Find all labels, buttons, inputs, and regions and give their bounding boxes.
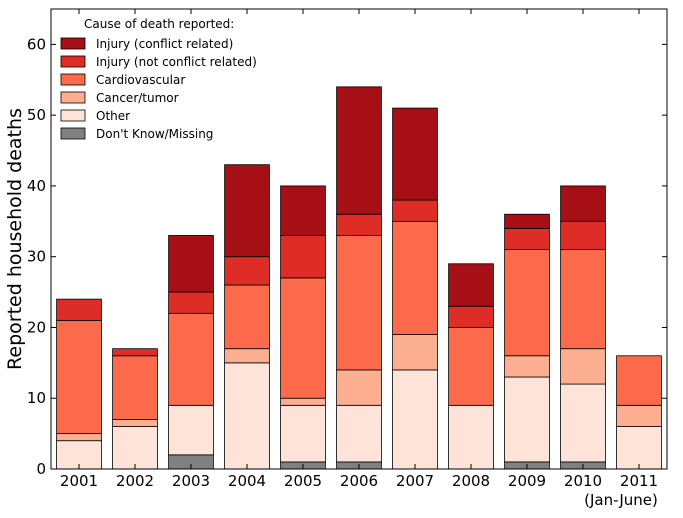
legend-swatch bbox=[60, 109, 86, 122]
bar-segment-2002-series-2 bbox=[112, 419, 158, 427]
legend-label: Injury (not conflict related) bbox=[96, 55, 257, 69]
bar-segment-2005-series-4 bbox=[280, 235, 326, 279]
y-tick-label: 60 bbox=[27, 35, 46, 53]
y-tick-label: 20 bbox=[27, 318, 46, 336]
y-tick-label: 50 bbox=[27, 106, 46, 124]
bar-segment-2003-series-5 bbox=[168, 235, 214, 293]
legend: Cause of death reported: Injury (conflict… bbox=[60, 17, 257, 141]
bar-segment-2004-series-3 bbox=[224, 284, 270, 350]
legend-label: Other bbox=[96, 109, 130, 123]
bar-segment-2001-series-4 bbox=[56, 298, 102, 321]
bar-segment-2006-series-1 bbox=[336, 404, 382, 463]
bar-segment-2003-series-4 bbox=[168, 291, 214, 314]
x-tick-label: 2011 bbox=[620, 472, 658, 490]
bar-segment-2008-series-5 bbox=[448, 263, 494, 307]
x-tick-label: 2002 bbox=[116, 472, 154, 490]
y-tick-label: 10 bbox=[27, 389, 46, 407]
y-tick-label: 40 bbox=[27, 177, 46, 195]
legend-swatch bbox=[60, 73, 86, 86]
ticks-group: 0 10 20 30 40 50 60 2001 2002 2003 2004 2005 2006 200… bbox=[27, 9, 667, 509]
x-tick-label: 2005 bbox=[284, 472, 322, 490]
bar-segment-2003-series-3 bbox=[168, 312, 214, 406]
legend-label: Cardiovascular bbox=[96, 73, 185, 87]
bar-segment-2010-series-5 bbox=[560, 185, 606, 222]
bar-segment-2006-series-5 bbox=[336, 86, 382, 215]
bar-segment-2007-series-5 bbox=[392, 107, 438, 201]
bar-segment-2010-series-1 bbox=[560, 383, 606, 463]
bars-group bbox=[56, 86, 662, 470]
bar-segment-2009-series-5 bbox=[504, 213, 550, 229]
bar-segment-2011-series-2 bbox=[616, 404, 662, 427]
y-tick-label: 30 bbox=[27, 248, 46, 266]
bar-segment-2007-series-3 bbox=[392, 220, 438, 335]
legend-title: Cause of death reported: bbox=[84, 17, 234, 31]
x-tick-label: 2010 bbox=[564, 472, 602, 490]
bar-segment-2009-series-3 bbox=[504, 249, 550, 357]
bar-segment-2001-series-2 bbox=[56, 433, 102, 442]
bar-segment-2009-series-1 bbox=[504, 376, 550, 463]
x-tick-label: 2004 bbox=[228, 472, 266, 490]
bar-segment-2010-series-4 bbox=[560, 220, 606, 251]
bar-segment-2005-series-3 bbox=[280, 277, 326, 399]
bar-segment-2008-series-4 bbox=[448, 305, 494, 328]
bar-segment-2004-series-4 bbox=[224, 256, 270, 286]
x-tick-label: 2007 bbox=[396, 472, 434, 490]
bar-segment-2006-series-3 bbox=[336, 235, 382, 371]
x-tick-label: 2001 bbox=[60, 472, 98, 490]
bar-segment-2002-series-1 bbox=[112, 426, 158, 470]
y-tick-label: 0 bbox=[36, 460, 46, 478]
bar-segment-2006-series-2 bbox=[336, 369, 382, 406]
bar-segment-2009-series-4 bbox=[504, 227, 550, 251]
x-tick-label: 2006 bbox=[340, 472, 378, 490]
legend-label: Cancer/tumor bbox=[96, 91, 179, 105]
bar-segment-2007-series-4 bbox=[392, 199, 438, 222]
legend-swatch bbox=[60, 127, 86, 140]
bar-segment-2005-series-2 bbox=[280, 397, 326, 406]
x-tick-label: 2009 bbox=[508, 472, 546, 490]
bar-segment-2009-series-2 bbox=[504, 355, 550, 378]
bar-segment-2008-series-1 bbox=[448, 404, 494, 470]
y-axis-label: Reported household deaths bbox=[4, 108, 26, 370]
bar-segment-2007-series-2 bbox=[392, 334, 438, 371]
x-tick-sublabel: (Jan-June) bbox=[584, 491, 658, 509]
bar-segment-2001-series-3 bbox=[56, 319, 102, 435]
bar-segment-2002-series-3 bbox=[112, 355, 158, 420]
bar-segment-2010-series-2 bbox=[560, 348, 606, 385]
bar-segment-2002-series-4 bbox=[112, 348, 158, 357]
x-tick-label: 2008 bbox=[452, 472, 490, 490]
bar-segment-2004-series-5 bbox=[224, 164, 270, 258]
legend-swatch bbox=[60, 55, 86, 68]
legend-swatch bbox=[60, 91, 86, 104]
x-tick-label: 2003 bbox=[172, 472, 210, 490]
bar-segment-2008-series-3 bbox=[448, 327, 494, 406]
bar-segment-2011-series-1 bbox=[616, 426, 662, 470]
bar-segment-2007-series-1 bbox=[392, 369, 438, 470]
legend-label: Injury (conflict related) bbox=[96, 37, 233, 51]
bar-segment-2011-series-3 bbox=[616, 355, 662, 406]
bar-segment-2005-series-1 bbox=[280, 404, 326, 463]
bar-segment-2005-series-5 bbox=[280, 185, 326, 236]
bar-segment-2003-series-1 bbox=[168, 404, 214, 456]
legend-swatch bbox=[60, 37, 86, 50]
plot-frame bbox=[50, 8, 668, 470]
legend-label: Don't Know/Missing bbox=[96, 127, 213, 141]
bar-segment-2004-series-2 bbox=[224, 348, 270, 364]
bar-segment-2006-series-4 bbox=[336, 213, 382, 236]
bar-segment-2010-series-3 bbox=[560, 249, 606, 350]
bar-segment-2004-series-1 bbox=[224, 362, 270, 470]
